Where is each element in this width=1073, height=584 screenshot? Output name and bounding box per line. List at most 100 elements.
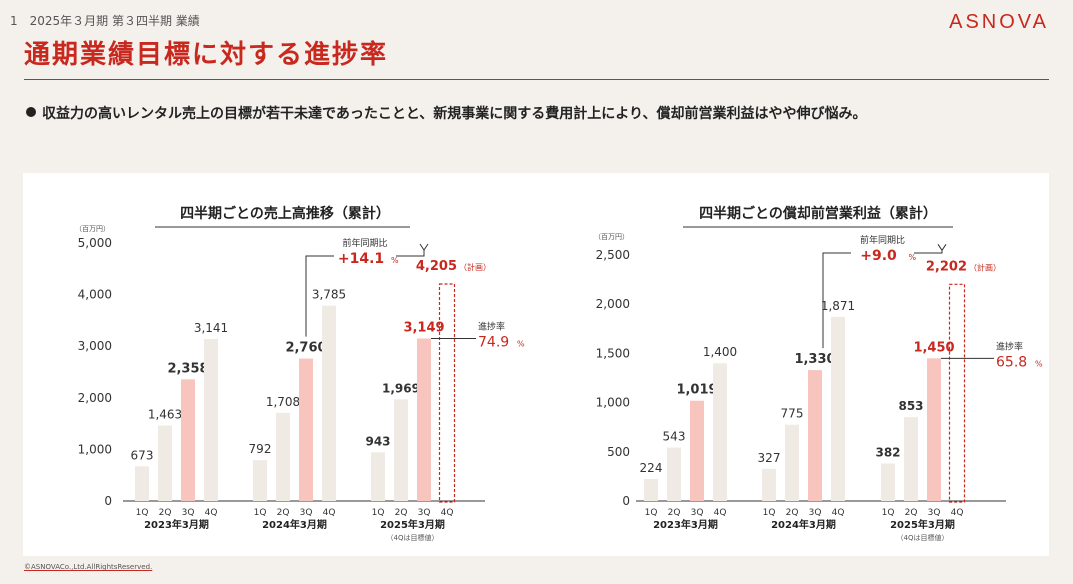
yoy-arrowhead <box>419 243 429 251</box>
bar <box>276 412 290 501</box>
quarter-label: 2Q <box>277 508 290 518</box>
bar <box>690 400 704 501</box>
page-title: 通期業績目標に対する進捗率 <box>24 40 389 70</box>
quarter-label: 4Q <box>205 508 218 518</box>
bar-value-label: 1,969 <box>382 381 420 395</box>
progress-value: 65.8 <box>996 354 1027 370</box>
bar-value-label: 3,141 <box>194 321 228 335</box>
y-tick-label: 1,000 <box>596 396 630 410</box>
bar <box>204 338 218 501</box>
progress-label: 進捗率 <box>478 321 505 333</box>
fiscal-year-label: 2024年3月期 <box>262 518 327 531</box>
yoy-unit: % <box>391 256 399 265</box>
quarter-label: 1Q <box>136 508 149 518</box>
summary-bullet: 収益力の高いレンタル売上の目標が若干未達であったことと、新規事業に関する費用計上… <box>26 103 866 123</box>
company-logo: ASNOVA <box>949 11 1049 33</box>
fiscal-year-label: 2023年3月期 <box>144 518 209 531</box>
quarter-label: 4Q <box>832 508 845 518</box>
y-tick-label: 2,500 <box>596 248 630 262</box>
quarter-label: 4Q <box>714 508 727 518</box>
bar <box>394 399 408 501</box>
progress-value: 74.9 <box>478 335 509 351</box>
bar-value-label: 2,760 <box>285 341 326 356</box>
bar-value-label: 2,358 <box>167 361 208 376</box>
quarter-label: 3Q <box>418 508 431 518</box>
bar-value-label: 3,149 <box>403 321 444 336</box>
summary-text: 収益力の高いレンタル売上の目標が若干未達であったことと、新規事業に関する費用計上… <box>42 106 867 122</box>
fiscal-year-label: 2023年3月期 <box>653 518 718 531</box>
bar-value-label: 1,871 <box>821 299 855 313</box>
yoy-value: +14.1 <box>338 251 384 267</box>
bar-value-label: 1,708 <box>266 395 300 409</box>
quarter-label: 2Q <box>395 508 408 518</box>
plan-tag: （計画） <box>969 262 1001 272</box>
y-tick-label: 2,000 <box>596 297 630 311</box>
quarter-label: 4Q <box>951 508 964 518</box>
quarter-label: 2Q <box>905 508 918 518</box>
yoy-bracket-right <box>396 250 425 257</box>
y-tick-label: 1,500 <box>596 346 630 360</box>
bar-value-label: 673 <box>131 448 154 462</box>
quarter-label: 2Q <box>159 508 172 518</box>
bar <box>667 447 681 501</box>
bar-value-label: 3,785 <box>312 288 346 302</box>
quarter-label: 1Q <box>372 508 385 518</box>
charts-panel: 四半期ごとの売上高推移（累計） （百万円） 0 1,000 2,000 3,000 4,00… <box>23 173 1049 556</box>
chart-title: 四半期ごとの償却前営業利益（累計） <box>699 205 937 222</box>
bar-value-label: 327 <box>758 451 781 465</box>
plan-tag: （計画） <box>459 262 491 272</box>
progress-label: 進捗率 <box>996 340 1023 352</box>
fiscal-year-label: 2025年3月期 <box>380 518 445 531</box>
y-unit-label: （百万円） <box>75 225 110 233</box>
quarter-label: 2Q <box>786 508 799 518</box>
bar <box>158 425 172 501</box>
progress-unit: % <box>1035 359 1043 368</box>
yoy-arrowhead <box>937 244 947 252</box>
bar <box>904 417 918 501</box>
bar-value-label: 853 <box>898 399 923 413</box>
bar <box>299 358 313 501</box>
quarter-label: 4Q <box>441 508 454 518</box>
bar-value-label: 4,205 <box>416 259 457 274</box>
quarter-label: 2Q <box>668 508 681 518</box>
progress-unit: % <box>517 340 525 349</box>
y-tick-label: 5,000 <box>78 236 112 250</box>
y-unit-label: （百万円） <box>594 233 629 241</box>
bar-value-label: 1,400 <box>703 345 737 359</box>
quarter-label: 3Q <box>928 508 941 518</box>
y-tick-label: 500 <box>607 445 630 459</box>
ebitda-chart: 四半期ごとの償却前営業利益（累計） （百万円） 0 500 1,000 1,500 2,00… <box>594 205 1043 542</box>
bar-value-label: 792 <box>249 442 272 456</box>
yoy-bracket-left <box>822 252 851 349</box>
bar-value-label: 2,202 <box>926 259 967 274</box>
bar <box>927 358 941 501</box>
header-meta: 1 2025年３月期 第３四半期 業績 <box>10 14 200 28</box>
y-tick-label: 3,000 <box>78 339 112 353</box>
y-tick-label: 2,000 <box>78 391 112 405</box>
bar <box>253 460 267 501</box>
bar <box>762 468 776 501</box>
bar-value-label: 224 <box>640 461 663 475</box>
fiscal-year-label: 2024年3月期 <box>771 518 836 531</box>
bullet-dot-icon <box>26 107 36 117</box>
bar <box>713 363 727 501</box>
bar <box>785 424 799 501</box>
bar-value-label: 1,019 <box>676 383 717 398</box>
quarter-label: 1Q <box>882 508 895 518</box>
bar-value-label: 943 <box>365 434 390 448</box>
bar-plan <box>438 283 456 503</box>
yoy-value: +9.0 <box>860 248 897 264</box>
quarter-label: 1Q <box>763 508 776 518</box>
bar <box>181 379 195 501</box>
bar <box>371 452 385 501</box>
yoy-label: 前年同期比 <box>860 234 905 246</box>
y-tick-label: 4,000 <box>78 288 112 302</box>
bar-value-label: 775 <box>781 407 804 421</box>
quarter-label: 1Q <box>645 508 658 518</box>
yoy-label: 前年同期比 <box>342 237 387 249</box>
bar <box>644 478 658 501</box>
bar-value-label: 382 <box>875 445 900 459</box>
bar <box>881 463 895 501</box>
quarter-label: 3Q <box>300 508 313 518</box>
sales-chart: 四半期ごとの売上高推移（累計） （百万円） 0 1,000 2,000 3,000 4,00… <box>75 205 525 542</box>
